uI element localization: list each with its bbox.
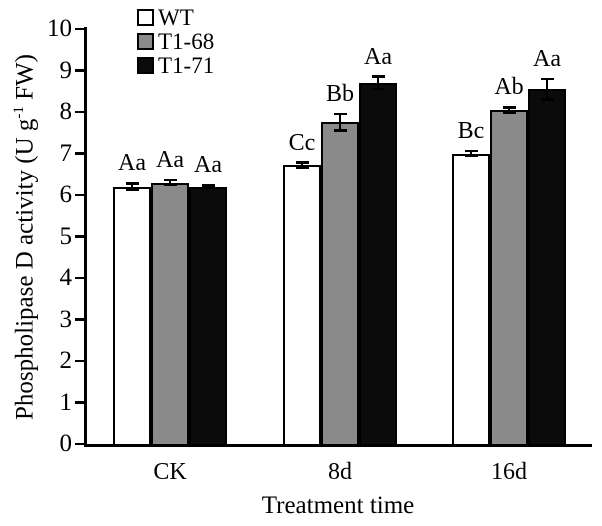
y-tick <box>75 193 84 197</box>
error-bar-cap-bottom <box>163 183 177 187</box>
error-bar-stem <box>376 76 380 90</box>
error-bar-stem <box>338 114 342 131</box>
y-axis-line <box>84 27 87 447</box>
y-tick <box>75 27 84 31</box>
y-tick <box>75 69 84 72</box>
error-bar-cap-top <box>125 182 139 185</box>
y-tick-label: 9 <box>59 56 73 84</box>
y-axis-title-superscript: -1 <box>11 106 27 119</box>
y-tick <box>75 152 84 155</box>
error-bar-cap-bottom <box>502 111 516 114</box>
y-tick-label: 8 <box>59 98 73 125</box>
error-bar-stem <box>545 78 549 100</box>
error-bar-cap-top <box>371 75 385 78</box>
bar-wt-8d <box>283 165 321 444</box>
y-tick-label: 7 <box>59 139 73 167</box>
error-bar-cap-top <box>464 149 478 153</box>
y-tick <box>75 110 84 114</box>
sig-label: Aa <box>156 147 184 174</box>
error-bar-cap-bottom <box>371 87 385 91</box>
error-bar-cap-top <box>502 106 516 109</box>
sig-label: Aa <box>194 152 222 179</box>
legend-label: WT <box>158 5 194 30</box>
legend-swatch-icon <box>137 33 154 50</box>
y-tick <box>75 276 84 280</box>
error-bar-cap-bottom <box>125 188 139 192</box>
x-category-label-16d: 16d <box>491 459 527 485</box>
error-bar-cap-bottom <box>540 98 554 101</box>
error-bar-stem <box>469 151 473 156</box>
y-tick-label: 10 <box>47 15 72 42</box>
error-bar-cap-bottom <box>333 129 347 132</box>
bar-t1-68-16d <box>490 109 528 444</box>
error-bar-cap-bottom <box>295 166 309 169</box>
sig-label: Ab <box>494 74 524 101</box>
y-tick-label: 2 <box>59 347 73 374</box>
sig-label: Cc <box>288 129 316 156</box>
bar-t1-71-ck <box>189 186 227 444</box>
error-bar-stem <box>300 162 304 168</box>
error-bar-cap-top <box>295 161 309 164</box>
y-tick-label: 1 <box>59 388 73 416</box>
y-tick <box>75 442 84 446</box>
error-bar-cap-top <box>333 112 347 116</box>
y-tick <box>75 401 84 404</box>
legend-item-t1-68: T1-68 <box>137 29 215 54</box>
error-bar-cap-bottom <box>201 186 215 190</box>
bar-t1-68-ck <box>151 182 189 444</box>
error-bar-stem <box>168 180 172 186</box>
bar-t1-71-16d <box>528 89 566 444</box>
y-tick-label: 0 <box>59 430 73 457</box>
sig-label: Bc <box>457 118 485 144</box>
legend-swatch-icon <box>137 57 154 74</box>
bar-t1-68-8d <box>321 122 359 444</box>
y-tick-label: 5 <box>59 222 73 250</box>
y-tick-label: 6 <box>59 181 73 208</box>
error-bar-stem <box>507 107 511 113</box>
legend-item-t1-71: T1-71 <box>137 53 215 78</box>
legend-label: T1-68 <box>158 29 215 54</box>
x-axis-line <box>84 444 592 447</box>
bar-wt-ck <box>113 186 151 444</box>
bar-wt-16d <box>452 153 490 444</box>
legend-swatch-icon <box>137 9 154 26</box>
y-tick <box>75 359 84 363</box>
sig-label: Bb <box>325 81 354 108</box>
chart-legend: WT T1-68 T1-71 <box>137 5 215 78</box>
y-tick <box>75 235 84 238</box>
x-axis-title: Treatment time <box>261 492 415 519</box>
error-bar-stem <box>130 183 134 190</box>
y-tick <box>75 318 84 321</box>
x-category-label-ck: CK <box>153 459 187 485</box>
sig-label: Aa <box>364 43 392 70</box>
error-bar-cap-top <box>540 77 554 81</box>
bar-t1-71-8d <box>359 82 397 444</box>
legend-item-wt: WT <box>137 5 214 30</box>
legend-label: T1-71 <box>158 53 215 78</box>
sig-label: Aa <box>533 45 561 72</box>
error-bar-cap-bottom <box>464 154 478 158</box>
x-category-label-8d: 8d <box>328 459 352 485</box>
error-bar-cap-top <box>163 178 177 182</box>
sig-label: Aa <box>118 150 146 177</box>
error-bar-cap-top <box>201 184 215 187</box>
y-tick-label: 3 <box>59 305 73 333</box>
y-tick-label: 4 <box>59 264 73 291</box>
